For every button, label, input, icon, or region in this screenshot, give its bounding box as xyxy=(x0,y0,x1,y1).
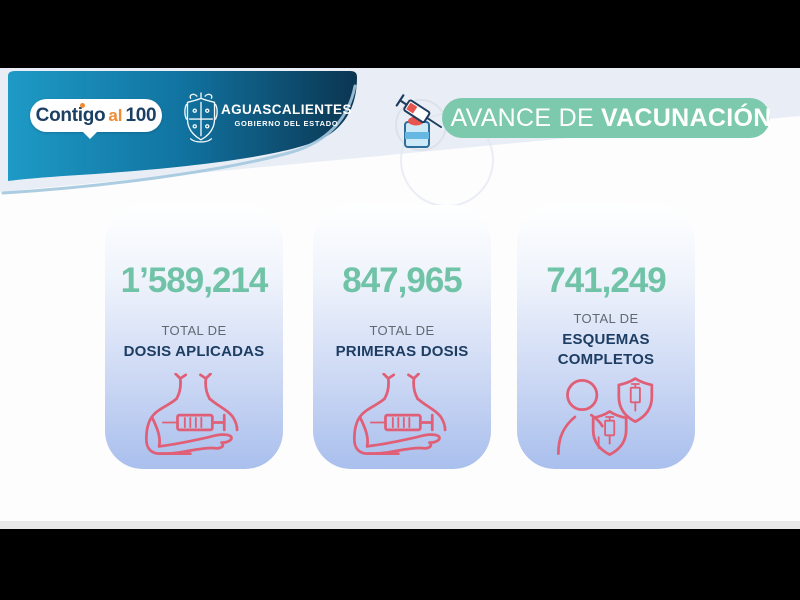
state-name: AGUASCALIENTES xyxy=(221,102,352,117)
state-crest-icon xyxy=(184,92,218,143)
stat-value: 741,249 xyxy=(546,261,667,300)
bottom-gray-strip xyxy=(0,521,800,529)
logo-part-100: 100 xyxy=(125,104,157,126)
stat-value: 847,965 xyxy=(342,261,463,300)
state-subtitle: GOBIERNO DEL ESTADO xyxy=(234,119,339,128)
navy-band xyxy=(8,71,357,181)
stat-card-primeras-dosis: 847,965 TOTAL DE PRIMERAS DOSIS xyxy=(313,205,491,469)
logo-part-contigo: Contigo xyxy=(35,104,106,126)
letterbox-bottom xyxy=(0,529,800,600)
letterbox-top xyxy=(0,0,800,68)
stat-card-esquemas-completos: 741,249 TOTAL DE ESQUEMAS COMPLETOS xyxy=(517,205,695,469)
title-emphasis: VACUNACIÓN xyxy=(600,103,772,132)
stat-sublabel: TOTAL DE xyxy=(369,323,435,338)
stat-label: PRIMERAS DOSIS xyxy=(335,343,469,360)
title-prefix: AVANCE DE xyxy=(450,103,594,132)
person-shields-syringe-icon xyxy=(548,371,664,461)
stat-sublabel: TOTAL DE xyxy=(161,323,227,338)
accent-curve xyxy=(1,84,357,195)
arm-syringe-icon xyxy=(138,371,250,461)
stat-label: ESQUEMAS COMPLETOS xyxy=(557,331,655,368)
logo-part-al: al xyxy=(108,105,123,125)
stat-label: DOSIS APLICADAS xyxy=(123,343,265,360)
contigo-logo: Contigo al 100 xyxy=(30,99,162,139)
slide: Contigo al 100 AGUASCALIENTES GOBIERNO D… xyxy=(0,68,800,585)
stat-value: 1’589,214 xyxy=(120,261,269,300)
government-block: AGUASCALIENTES GOBIERNO DEL ESTADO xyxy=(221,102,352,128)
vaccine-vial-icon xyxy=(395,94,443,148)
logo-orange-dot xyxy=(80,103,85,108)
slide-title-pill: AVANCE DE VACUNACIÓN xyxy=(442,98,772,138)
stat-card-dosis-aplicadas: 1’589,214 TOTAL DE DOSIS APLICADAS xyxy=(105,205,283,469)
stat-sublabel: TOTAL DE xyxy=(573,311,639,326)
arm-syringe-icon xyxy=(346,371,458,461)
